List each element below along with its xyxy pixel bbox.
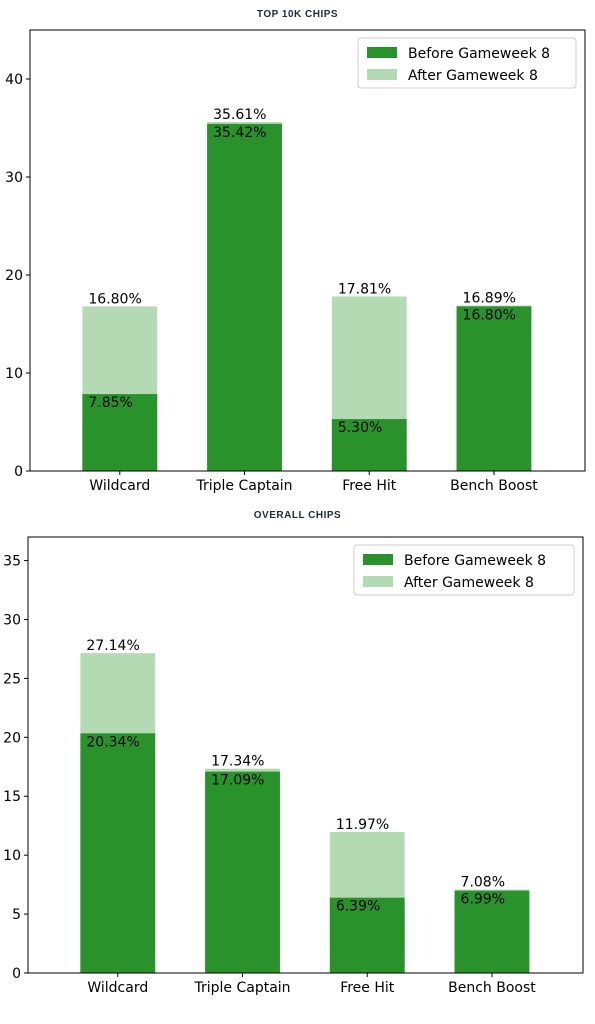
legend-label-0: Before Gameweek 8 — [404, 553, 546, 569]
data-label-before-0: 7.85% — [88, 395, 132, 411]
x-tick-label-1: Triple Captain — [193, 980, 290, 996]
chart-title-overall: OVERALL CHIPS — [253, 510, 342, 521]
x-tick-label-2: Free Hit — [340, 980, 395, 996]
legend-label-1: After Gameweek 8 — [408, 68, 538, 84]
data-label-after-1: 35.61% — [213, 107, 266, 123]
bar-before-2 — [329, 897, 405, 973]
legend-box — [353, 544, 575, 596]
y-tick-label-3: 30 — [5, 170, 23, 186]
data-label-after-0: 16.80% — [88, 291, 141, 307]
data-label-after-0: 27.14% — [86, 638, 139, 654]
x-tick-label-3: Bench Boost — [450, 478, 538, 494]
y-tick-label-5: 25 — [3, 671, 21, 687]
x-tick-label-1: Triple Captain — [195, 478, 292, 494]
data-label-before-2: 6.39% — [336, 899, 380, 915]
y-tick-label-0: 0 — [12, 966, 21, 982]
x-tick-label-0: Wildcard — [87, 980, 148, 996]
chart-title-top10k: TOP 10K CHIPS — [256, 9, 339, 20]
chart-top10k-chips: 16.80% 7.85% Wildcard 35.61% 35.42% Triple Ca… — [5, 29, 586, 494]
y-tick-label-0: 0 — [14, 464, 23, 480]
legend-swatch-0 — [363, 554, 393, 565]
legend-label-0: Before Gameweek 8 — [408, 46, 550, 62]
data-label-after-3: 7.08% — [461, 875, 505, 891]
x-tick-label-0: Wildcard — [89, 478, 150, 494]
legend-swatch-0 — [367, 47, 397, 58]
x-tick-label-2: Free Hit — [342, 478, 397, 494]
data-label-before-1: 35.42% — [213, 125, 266, 141]
y-tick-label-6: 30 — [3, 612, 21, 628]
y-tick-label-7: 35 — [3, 554, 21, 570]
data-label-after-1: 17.34% — [211, 754, 264, 770]
data-label-before-2: 5.30% — [338, 420, 382, 436]
plot-frame — [29, 29, 586, 472]
bar-before-0 — [82, 394, 158, 471]
bar-before-3 — [454, 890, 530, 973]
bar-before-0 — [80, 733, 156, 973]
y-tick-label-2: 10 — [3, 848, 21, 864]
y-tick-label-3: 15 — [3, 789, 21, 805]
y-tick-label-4: 20 — [3, 730, 21, 746]
y-tick-label-1: 10 — [5, 366, 23, 382]
legend-swatch-1 — [367, 69, 397, 80]
bar-before-3 — [456, 306, 532, 471]
legend-box — [357, 37, 577, 89]
bar-before-1 — [205, 771, 280, 973]
y-tick-label-2: 20 — [5, 268, 23, 284]
data-label-after-2: 17.81% — [338, 281, 391, 297]
data-label-after-3: 16.89% — [463, 290, 516, 306]
plot-frame — [27, 536, 584, 974]
data-label-before-0: 20.34% — [86, 734, 139, 750]
legend-label-1: After Gameweek 8 — [404, 575, 534, 591]
data-label-after-2: 11.97% — [336, 817, 389, 833]
x-tick-label-3: Bench Boost — [448, 980, 536, 996]
data-label-before-1: 17.09% — [211, 773, 264, 789]
bar-before-1 — [207, 123, 282, 471]
data-label-before-3: 6.99% — [461, 892, 505, 908]
data-label-before-3: 16.80% — [463, 307, 516, 323]
bar-before-2 — [331, 419, 407, 471]
y-tick-label-1: 5 — [12, 907, 21, 923]
y-tick-label-4: 40 — [5, 72, 23, 88]
legend-swatch-1 — [363, 576, 393, 587]
